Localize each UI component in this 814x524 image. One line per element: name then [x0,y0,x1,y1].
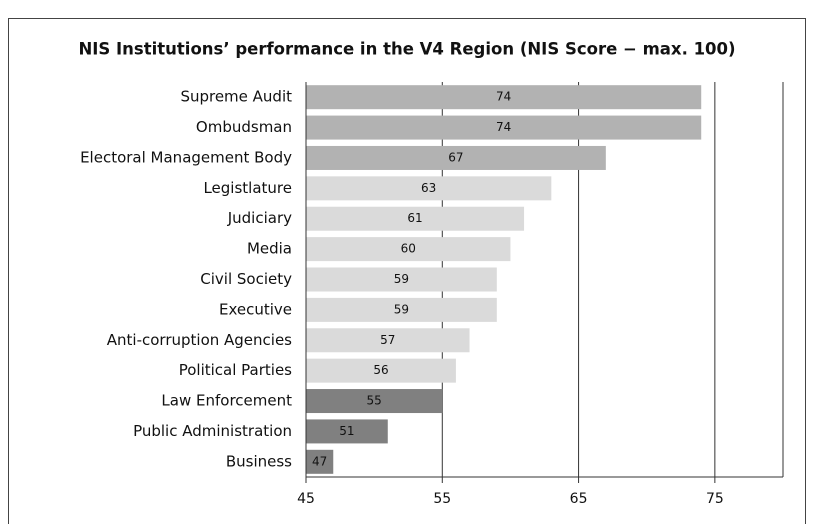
data-label: 74 [496,90,511,104]
bar [306,358,456,383]
data-label: 56 [373,363,388,377]
bar [306,206,525,231]
data-label: 47 [312,454,327,468]
data-label: 59 [394,302,409,316]
bar [306,328,470,353]
data-label: 61 [407,211,422,225]
bar [306,115,702,140]
bar [306,449,334,474]
x-tick-label: 45 [297,491,315,507]
bar [306,389,443,414]
data-label: 51 [339,424,354,438]
data-label: 57 [380,333,395,347]
y-tick-label: Political Parties [179,361,292,379]
bar [306,419,388,444]
bar [306,297,497,322]
bar [306,145,606,170]
y-tick-label: Business [226,452,292,470]
y-tick-label: Public Administration [133,422,292,440]
y-tick-label: Judiciary [227,209,292,227]
y-tick-label: Electoral Management Body [80,148,292,166]
y-tick-label: Law Enforcement [161,392,292,410]
y-tick-label: Ombudsman [196,118,292,136]
x-tick-label: 65 [570,491,588,507]
data-label: 60 [401,242,416,256]
data-label: 67 [448,150,463,164]
y-tick-label: Legistlature [203,179,292,197]
bar [306,176,552,201]
data-label: 55 [367,394,382,408]
x-tick-label: 75 [706,491,724,507]
bar [306,267,497,292]
y-tick-label: Anti-corruption Agencies [107,331,292,349]
y-tick-label: Supreme Audit [180,88,292,106]
y-tick-label: Executive [219,300,292,318]
y-tick-label: Media [247,240,292,258]
data-label: 74 [496,120,511,134]
x-tick-label: 55 [433,491,451,507]
bar [306,237,511,262]
chart-title: NIS Institutions’ performance in the V4 … [78,40,735,59]
y-tick-label: Civil Society [200,270,292,288]
data-label: 59 [394,272,409,286]
bar [306,85,702,110]
data-label: 63 [421,181,436,195]
